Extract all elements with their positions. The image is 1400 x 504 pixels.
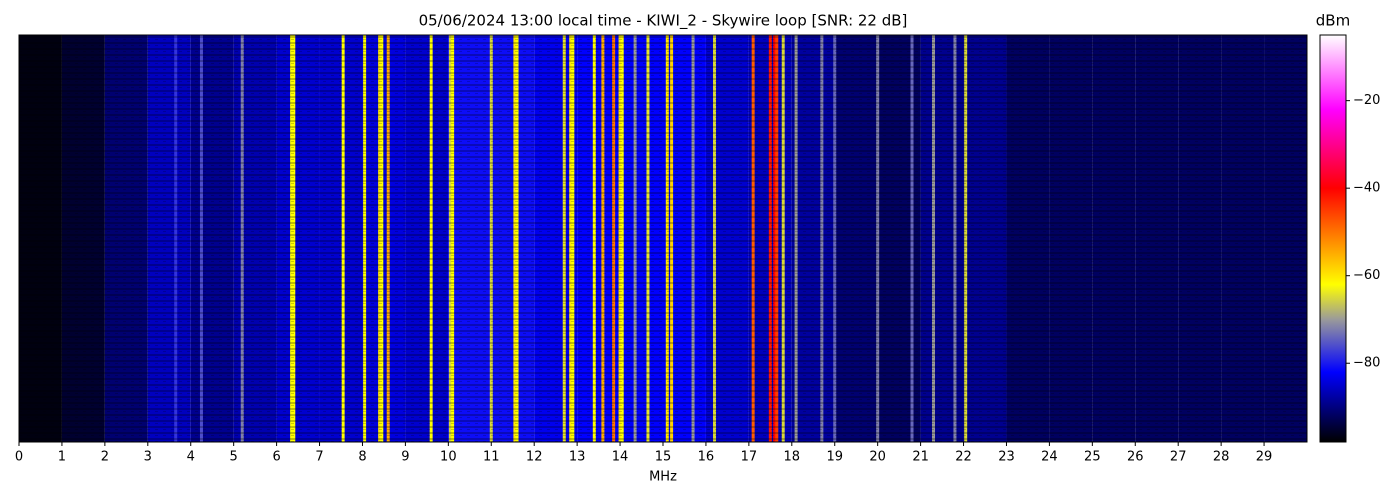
x-tick-label: 4 [187, 450, 195, 465]
colorbar-tick-label: −40 [1353, 181, 1380, 196]
x-tick-label: 19 [826, 450, 843, 465]
x-tick-label: 14 [612, 450, 629, 465]
x-tick-label: 1 [58, 450, 66, 465]
x-tick-label: 20 [869, 450, 886, 465]
x-tick-label: 12 [526, 450, 543, 465]
colorbar-tick-label: −80 [1353, 356, 1380, 371]
x-tick-label: 25 [1084, 450, 1101, 465]
chart-title: 05/06/2024 13:00 local time - KIWI_2 - S… [419, 12, 908, 31]
colorbar-tick-label: −60 [1353, 268, 1380, 283]
x-tick-label: 7 [315, 450, 323, 465]
x-tick-label: 9 [401, 450, 409, 465]
x-tick-label: 8 [358, 450, 366, 465]
x-tick-label: 28 [1213, 450, 1230, 465]
x-tick-label: 5 [230, 450, 238, 465]
x-tick-label: 13 [569, 450, 586, 465]
x-tick-label: 16 [698, 450, 715, 465]
x-tick-label: 10 [440, 450, 457, 465]
x-axis-label: MHz [649, 470, 677, 485]
x-tick-label: 18 [784, 450, 801, 465]
x-tick-label: 15 [655, 450, 672, 465]
x-tick-label: 23 [998, 450, 1015, 465]
x-tick-label: 29 [1256, 450, 1273, 465]
x-tick-label: 6 [272, 450, 280, 465]
x-tick-label: 11 [483, 450, 500, 465]
x-tick-label: 3 [144, 450, 152, 465]
x-tick-label: 24 [1041, 450, 1058, 465]
x-tick-label: 26 [1127, 450, 1144, 465]
row-texture [19, 35, 1307, 442]
colorbar-label: dBm [1316, 12, 1350, 30]
x-tick-label: 27 [1170, 450, 1187, 465]
x-tick-label: 21 [912, 450, 929, 465]
x-tick-label: 2 [101, 450, 109, 465]
colorbar [1319, 34, 1347, 443]
colorbar-tick-label: −20 [1353, 93, 1380, 108]
x-tick-label: 0 [15, 450, 23, 465]
x-tick-label: 22 [955, 450, 972, 465]
x-tick-label: 17 [741, 450, 758, 465]
